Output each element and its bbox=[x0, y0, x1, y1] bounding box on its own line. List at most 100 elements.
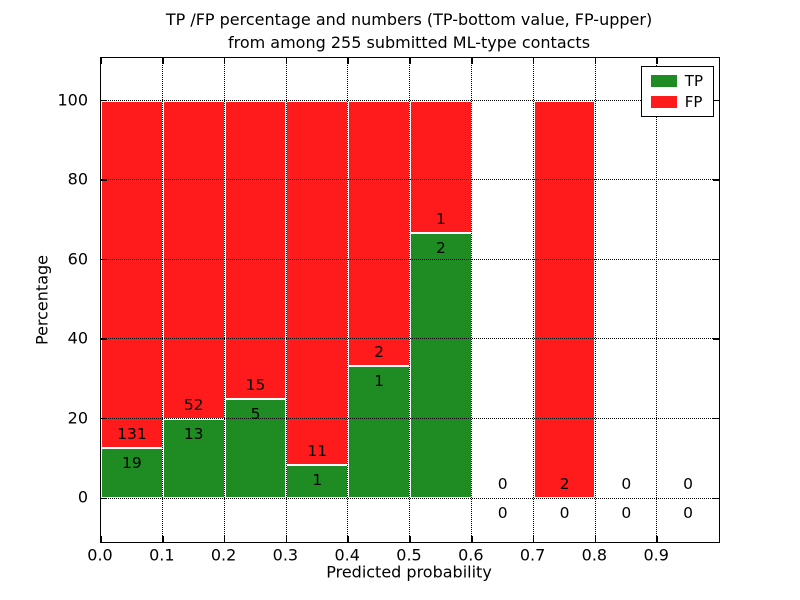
y-tick-label: 60 bbox=[67, 249, 88, 269]
y-axis-tick bbox=[101, 497, 107, 499]
x-tick-label: 0.1 bbox=[149, 545, 175, 565]
y-tick-label: 40 bbox=[67, 328, 88, 348]
x-tick-label: 0.8 bbox=[581, 545, 608, 565]
gridline-v bbox=[162, 58, 164, 542]
fp-count-label: 1 bbox=[435, 210, 446, 229]
fp-count-label: 11 bbox=[307, 442, 328, 461]
tp-count-label: 1 bbox=[374, 371, 385, 390]
y-axis-tick bbox=[101, 417, 107, 420]
gridline-v bbox=[409, 58, 411, 542]
gridline-v bbox=[594, 58, 596, 542]
y-tick-label: 20 bbox=[67, 408, 88, 428]
x-axis-label: Predicted probability bbox=[326, 562, 492, 582]
bar-fp-segment bbox=[410, 100, 472, 234]
y-tick-label: 80 bbox=[67, 169, 88, 189]
gridline-v bbox=[471, 58, 473, 542]
x-tick-label: 0.2 bbox=[210, 545, 237, 565]
tp-count-label: 13 bbox=[183, 424, 204, 443]
tp-count-label: 2 bbox=[435, 239, 446, 258]
y-axis-tick bbox=[713, 99, 719, 102]
plot-area: TP FP 131 19 52 13 15 5 11 1 2 1 1 2 0 0 2 0 0 0 0 0 bbox=[100, 57, 720, 543]
bar-tp-segment bbox=[348, 365, 410, 499]
legend: TP FP bbox=[640, 66, 714, 117]
fp-legend-swatch bbox=[650, 96, 677, 108]
bar-tp-segment bbox=[101, 447, 163, 499]
x-axis-tick bbox=[532, 58, 535, 64]
y-axis-tick bbox=[713, 417, 719, 420]
y-axis-tick bbox=[101, 338, 107, 340]
x-axis-tick bbox=[285, 58, 288, 64]
x-axis-tick bbox=[162, 536, 164, 542]
fp-legend-label: FP bbox=[684, 93, 703, 111]
fp-count-label: 0 bbox=[497, 475, 508, 494]
legend-item-fp: FP bbox=[650, 93, 703, 111]
y-axis-tick bbox=[713, 497, 719, 499]
gridline-v bbox=[285, 58, 287, 542]
fp-count-label: 0 bbox=[683, 475, 694, 494]
y-axis-tick bbox=[713, 258, 719, 261]
x-axis-tick bbox=[409, 58, 411, 64]
tp-legend-label: TP bbox=[684, 72, 703, 90]
tp-count-label: 5 bbox=[250, 404, 261, 423]
y-axis-tick bbox=[713, 179, 719, 181]
x-tick-label: 0.4 bbox=[334, 545, 360, 565]
tp-count-label: 19 bbox=[122, 453, 142, 472]
x-axis-tick bbox=[223, 58, 226, 64]
x-axis-tick bbox=[471, 536, 473, 542]
bar-fp-segment bbox=[286, 100, 349, 466]
gridline-v bbox=[532, 58, 534, 542]
x-axis-tick bbox=[471, 58, 473, 64]
gridline-v bbox=[656, 58, 658, 542]
gridline-v bbox=[347, 58, 349, 542]
x-tick-label: 0.5 bbox=[396, 545, 422, 565]
fp-count-label: 0 bbox=[621, 475, 632, 494]
bar-tp-segment bbox=[224, 398, 287, 499]
x-axis-tick bbox=[532, 536, 535, 542]
y-axis-tick bbox=[101, 258, 107, 261]
x-axis-tick bbox=[656, 536, 658, 542]
chart-title-line-2: from among 255 submitted ML-type contact… bbox=[227, 32, 591, 52]
y-axis-tick bbox=[713, 338, 719, 340]
y-tick-label: 0 bbox=[77, 487, 88, 507]
bar-tp-segment bbox=[410, 233, 472, 499]
bar-fp-segment bbox=[348, 100, 410, 366]
fp-count-label: 52 bbox=[183, 395, 204, 414]
x-tick-label: 0.7 bbox=[519, 545, 546, 565]
x-tick-label: 0.3 bbox=[272, 545, 299, 565]
legend-item-tp: TP bbox=[650, 72, 703, 90]
x-axis-tick bbox=[594, 58, 597, 64]
x-axis-tick bbox=[594, 536, 597, 542]
tp-count-label: 0 bbox=[621, 504, 632, 523]
y-axis-tick bbox=[101, 99, 107, 102]
x-axis-tick bbox=[100, 58, 102, 64]
x-axis-tick bbox=[223, 536, 226, 542]
x-axis-tick bbox=[347, 58, 349, 64]
tp-count-label: 0 bbox=[559, 504, 570, 523]
x-axis-tick bbox=[347, 536, 349, 542]
x-axis-tick bbox=[285, 536, 288, 542]
fp-count-label: 2 bbox=[374, 342, 385, 361]
chart-title-line-1: TP /FP percentage and numbers (TP-bottom… bbox=[165, 10, 653, 29]
bar-fp-segment bbox=[533, 100, 596, 499]
bar-fp-segment bbox=[224, 100, 287, 399]
tp-count-label: 0 bbox=[497, 504, 508, 523]
x-axis-tick bbox=[409, 536, 411, 542]
fp-count-label: 2 bbox=[559, 475, 570, 494]
x-tick-label: 0.0 bbox=[87, 545, 113, 565]
gridline-v bbox=[223, 58, 225, 542]
tp-count-label: 1 bbox=[312, 471, 323, 490]
x-axis-tick bbox=[656, 58, 658, 64]
tp-legend-swatch bbox=[650, 75, 677, 87]
x-tick-label: 0.9 bbox=[643, 545, 669, 565]
bar-fp-segment bbox=[101, 100, 163, 448]
x-axis-tick bbox=[162, 58, 164, 64]
x-axis-tick bbox=[100, 536, 102, 542]
fp-count-label: 131 bbox=[117, 424, 147, 443]
x-tick-label: 0.6 bbox=[458, 545, 484, 565]
y-axis-tick bbox=[101, 179, 107, 181]
fp-count-label: 15 bbox=[245, 375, 266, 394]
y-tick-label: 100 bbox=[57, 90, 88, 110]
chart-title: TP /FP percentage and numbers (TP-bottom… bbox=[100, 9, 718, 54]
tp-count-label: 0 bbox=[683, 504, 694, 523]
